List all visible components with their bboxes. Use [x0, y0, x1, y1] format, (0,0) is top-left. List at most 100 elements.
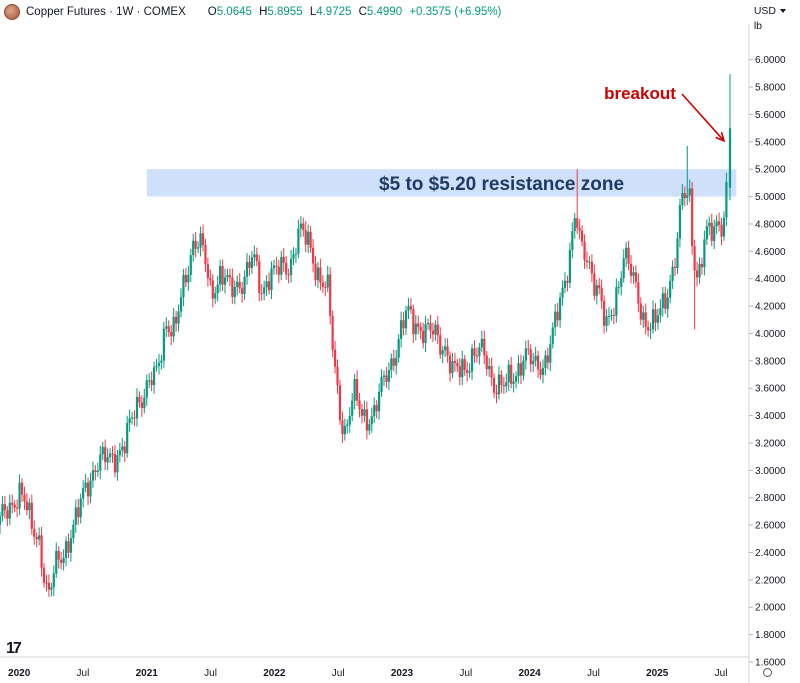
- candle: [35, 532, 38, 548]
- candle: [402, 312, 405, 336]
- candle: [708, 216, 711, 236]
- candle: [67, 533, 70, 559]
- candle: [378, 383, 381, 420]
- candle: [436, 316, 439, 345]
- candle: [104, 439, 107, 471]
- candle: [585, 251, 589, 269]
- candle: [42, 563, 46, 588]
- settings-icon[interactable]: [763, 668, 772, 677]
- candle: [123, 441, 126, 462]
- currency-dropdown-icon[interactable]: [780, 9, 786, 14]
- candle: [446, 338, 449, 363]
- candle: [13, 500, 16, 513]
- high-label: H: [259, 6, 268, 18]
- candle: [338, 379, 342, 425]
- x-tick-label: Jul: [587, 668, 600, 679]
- candle: [285, 255, 288, 280]
- candle: [524, 340, 527, 370]
- x-tick-label: 2021: [136, 668, 159, 679]
- y-tick-label: 3.2000: [755, 438, 786, 449]
- candle: [686, 145, 689, 206]
- price-scale-units[interactable]: USD lb: [754, 4, 786, 33]
- candle: [634, 265, 638, 288]
- candle: [299, 216, 302, 238]
- candle: [642, 305, 645, 328]
- candle: [314, 256, 317, 287]
- candle: [321, 275, 324, 293]
- candle: [238, 272, 241, 294]
- candle: [534, 347, 537, 367]
- candle: [82, 480, 85, 508]
- candle: [199, 226, 202, 257]
- candle: [700, 257, 704, 275]
- candle: [194, 231, 197, 258]
- candle: [607, 307, 611, 326]
- candle: [170, 325, 173, 346]
- candle: [612, 307, 615, 325]
- candle: [368, 419, 371, 435]
- currency-label: USD: [753, 5, 776, 17]
- ohlc-legend: O5.0645 H5.8955 L4.9725 C5.4990 +0.3575 …: [208, 6, 502, 18]
- candle: [705, 219, 708, 245]
- candle: [189, 248, 192, 283]
- candle: [397, 334, 400, 363]
- candle: [263, 280, 266, 301]
- candle: [319, 258, 322, 291]
- candle: [145, 374, 148, 406]
- candle: [228, 268, 232, 287]
- candle: [593, 264, 596, 301]
- tradingview-logo-icon[interactable]: 17: [6, 640, 22, 657]
- candle: [91, 461, 95, 488]
- y-tick-label: 3.0000: [755, 466, 786, 477]
- candle: [681, 184, 684, 211]
- candle: [346, 419, 349, 434]
- candle: [382, 370, 386, 386]
- candle: [588, 256, 591, 270]
- candle: [466, 361, 469, 382]
- candle: [409, 298, 412, 314]
- candle: [333, 341, 337, 374]
- candle: [390, 353, 393, 379]
- candle: [480, 330, 483, 352]
- candle: [451, 352, 454, 379]
- candle: [355, 370, 359, 406]
- candle: [385, 366, 388, 388]
- candle: [326, 265, 329, 293]
- candle: [294, 247, 298, 264]
- candle: [510, 356, 513, 389]
- candle: [221, 259, 224, 292]
- candle: [167, 320, 170, 337]
- x-tick-label: 2025: [646, 668, 669, 679]
- candle: [16, 499, 19, 518]
- symbol-title[interactable]: Copper Futures · 1W · COMEX: [26, 6, 186, 18]
- y-tick-label: 2.8000: [755, 493, 786, 504]
- candle: [500, 370, 503, 394]
- candle: [89, 472, 92, 504]
- candle: [113, 445, 117, 478]
- candle: [267, 272, 271, 295]
- candle: [160, 354, 163, 370]
- candle: [478, 343, 481, 365]
- candle: [571, 222, 574, 259]
- candle: [172, 308, 175, 343]
- candle: [536, 350, 540, 379]
- x-tick-label: Jul: [332, 668, 345, 679]
- y-tick-label: 5.6000: [755, 110, 786, 121]
- candle: [551, 322, 554, 349]
- candle: [211, 274, 214, 308]
- y-tick-label: 4.2000: [755, 302, 786, 313]
- candle: [152, 361, 156, 394]
- candle: [351, 393, 354, 422]
- candle: [546, 347, 549, 370]
- candle: [392, 349, 395, 372]
- candle: [77, 498, 80, 525]
- candle: [353, 373, 356, 410]
- candle: [458, 358, 461, 386]
- candle: [316, 261, 320, 289]
- candle: [270, 261, 273, 299]
- candle: [517, 355, 520, 384]
- candle: [241, 281, 244, 303]
- candle: [55, 542, 58, 578]
- candle: [11, 494, 14, 514]
